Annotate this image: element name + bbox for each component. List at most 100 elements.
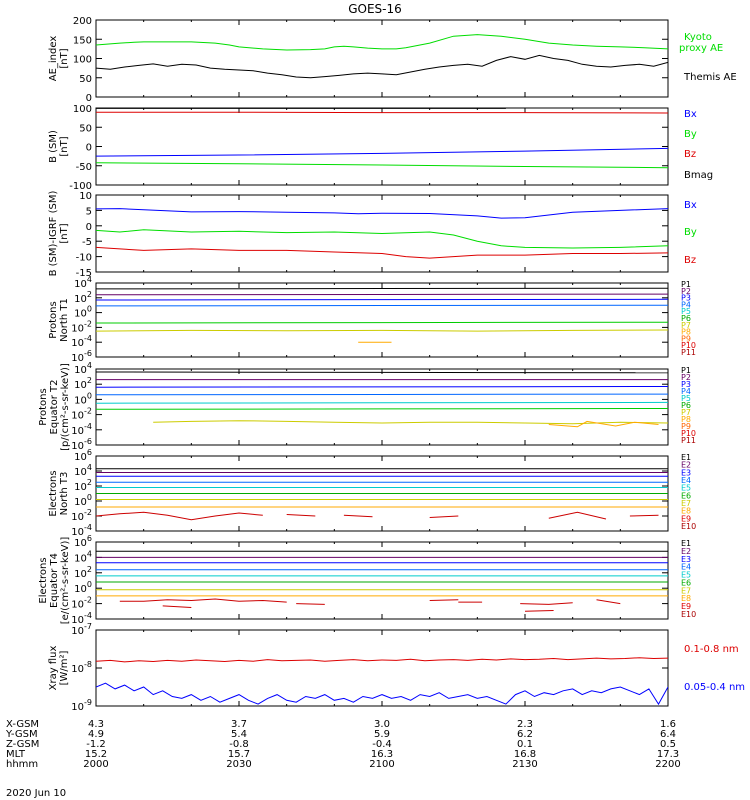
legend-e6: E6 xyxy=(681,491,691,500)
legend-p11: P11 xyxy=(681,348,696,357)
y-axis-label: [nT] xyxy=(59,48,70,68)
legend-p4: P4 xyxy=(681,300,691,309)
orbit-value: 17.3 xyxy=(657,749,679,760)
y-tick-label: 10-6 xyxy=(71,437,92,452)
orbit-value: 6.2 xyxy=(517,729,533,740)
y-tick-label: 100 xyxy=(73,104,92,115)
y-tick-label: -100 xyxy=(69,181,92,192)
y-tick-label: 104 xyxy=(74,361,92,376)
y-axis-label: Equator T2 xyxy=(49,380,60,435)
y-tick-label: 102 xyxy=(74,290,92,305)
series-bz xyxy=(96,246,668,259)
y-tick-label: 50 xyxy=(79,123,92,134)
series-p3 xyxy=(96,298,668,301)
y-tick-label: 150 xyxy=(73,35,92,46)
legend-e7: E7 xyxy=(681,586,691,595)
legend-p7: P7 xyxy=(681,321,691,330)
y-tick-label: 0 xyxy=(86,143,92,154)
legend-themis-ae: Themis AE xyxy=(683,72,737,83)
legend-p5: P5 xyxy=(681,307,691,316)
y-tick-label: -50 xyxy=(76,162,92,173)
y-tick-label: 0 xyxy=(86,93,92,104)
orbit-value: 5.4 xyxy=(231,729,247,740)
panel-bsm: -100 -50 0 50 100 B (SM) [nT] Bx By Bz Bmag xyxy=(48,104,713,192)
panel-frame xyxy=(95,107,669,186)
orbit-value: 6.4 xyxy=(660,729,676,740)
y-tick-label: 200 xyxy=(73,16,92,27)
legend-p8: P8 xyxy=(681,328,691,337)
series-e9d xyxy=(429,599,459,601)
y-tick-label: 10-6 xyxy=(71,349,92,364)
series-0-1-0-8-nm xyxy=(96,657,668,663)
orbit-value: 2000 xyxy=(83,759,108,770)
y-tick-label: 100 xyxy=(73,55,92,66)
series-p4 xyxy=(96,304,668,307)
y-tick-label: 50 xyxy=(79,74,92,85)
legend-by: By xyxy=(684,227,697,238)
series-bz xyxy=(96,111,668,114)
y-tick-label: 100 xyxy=(74,580,92,595)
legend-e9: E9 xyxy=(681,602,691,611)
y-tick-label: 102 xyxy=(74,376,92,391)
orbit-value: 15.2 xyxy=(85,749,107,760)
legend-bmag: Bmag xyxy=(684,170,713,181)
series-e9f xyxy=(520,602,573,605)
legend-e1: E1 xyxy=(681,539,691,548)
legend-bz: Bz xyxy=(684,149,696,160)
series-p6 xyxy=(96,321,668,324)
figure-title: GOES-16 xyxy=(348,2,402,16)
series-e9 xyxy=(96,511,263,521)
legend-bx: Bx xyxy=(684,109,697,120)
series-e9f xyxy=(629,514,659,517)
legend-e4: E4 xyxy=(681,563,691,572)
y-tick-label: 10-2 xyxy=(71,508,92,523)
legend-e10: E10 xyxy=(681,522,696,531)
y-tick-label: 102 xyxy=(74,565,92,580)
series-p5 xyxy=(96,401,668,404)
series-p7 xyxy=(153,420,668,425)
series-p8 xyxy=(548,420,659,428)
orbit-label: X-GSM xyxy=(6,719,39,730)
legend-e5: E5 xyxy=(681,484,691,493)
series-themis-ae xyxy=(96,54,668,79)
y-tick-label: -15 xyxy=(76,268,92,279)
legend-p3: P3 xyxy=(681,294,691,303)
legend-p1: P1 xyxy=(681,366,691,375)
legend-e3: E3 xyxy=(681,468,691,477)
series-e9h xyxy=(596,599,621,605)
legend-p3: P3 xyxy=(681,380,691,389)
series-e9 xyxy=(119,598,287,603)
y-tick-label: -10 xyxy=(76,253,92,264)
y-axis-label: North T1 xyxy=(59,298,70,342)
y-tick-label: 100 xyxy=(74,391,92,406)
legend-p4: P4 xyxy=(681,387,691,396)
orbit-value: 3.7 xyxy=(231,719,247,730)
legend-e7: E7 xyxy=(681,499,691,508)
legend-e1: E1 xyxy=(681,453,691,462)
legend-e8: E8 xyxy=(681,507,691,516)
series-bx xyxy=(96,208,668,219)
y-tick-label: 102 xyxy=(74,478,92,493)
series-e9b xyxy=(286,514,316,517)
y-tick-label: 10-4 xyxy=(71,611,92,626)
legend-p11: P11 xyxy=(681,436,696,445)
orbit-value: 2130 xyxy=(512,759,537,770)
y-axis-label: B (SM) xyxy=(48,130,59,163)
legend-p10: P10 xyxy=(681,341,696,350)
legend-by: By xyxy=(684,129,697,140)
orbit-value: 4.3 xyxy=(88,719,104,730)
orbit-label: MLT xyxy=(6,749,26,760)
legend-e10: E10 xyxy=(681,610,696,619)
orbit-value: 2100 xyxy=(369,759,394,770)
series-e9g xyxy=(524,610,554,612)
legend-e2: E2 xyxy=(681,547,691,556)
series-e9b xyxy=(162,605,192,608)
orbit-value: 2.3 xyxy=(517,719,533,730)
y-axis-label: North T3 xyxy=(59,472,70,516)
legend-p10: P10 xyxy=(681,429,696,438)
series-e9d xyxy=(429,515,459,518)
y-tick-label: 106 xyxy=(74,448,92,463)
